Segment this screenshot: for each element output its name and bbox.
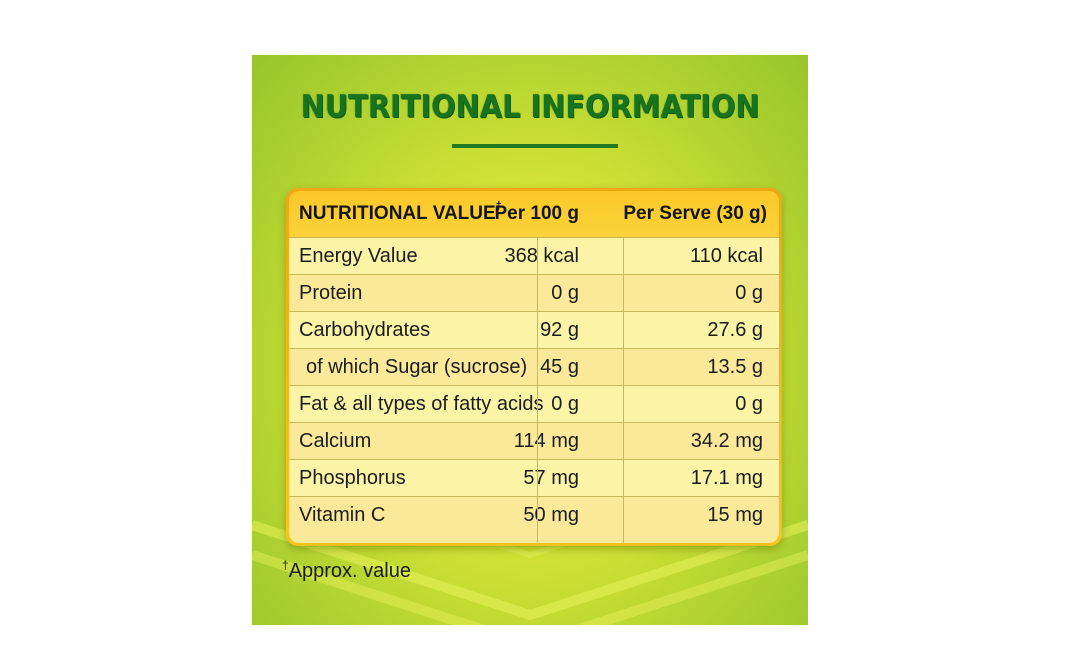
table-row-phosphorus: Phosphorus 57 mg 17.1 mg	[289, 459, 779, 496]
row-per-100g: 92 g	[540, 319, 579, 341]
row-per-serve: 13.5 g	[707, 356, 763, 378]
table-row-vitamin-c: Vitamin C 50 mg 15 mg	[289, 496, 779, 543]
row-per-serve: 15 mg	[707, 504, 763, 526]
table-row-fat: Fat & all types of fatty acids 0 g 0 g	[289, 385, 779, 422]
column-divider	[537, 237, 538, 543]
row-per-100g: 114 mg	[513, 430, 579, 452]
row-per-100g: 0 g	[551, 282, 579, 304]
title-underline	[452, 144, 618, 148]
row-per-serve: 0 g	[735, 282, 763, 304]
table-row-carbohydrates: Carbohydrates 92 g 27.6 g	[289, 311, 779, 348]
row-per-100g: 50 mg	[523, 504, 579, 526]
row-per-serve: 0 g	[735, 393, 763, 415]
dagger-mark: †	[495, 200, 502, 212]
nutrition-table-body: NUTRITIONAL VALUE† Per 100 g Per Serve (…	[289, 191, 779, 543]
row-label: of which Sugar (sucrose)	[306, 356, 528, 378]
header-per-serve: Per Serve (30 g)	[623, 203, 767, 224]
row-per-serve: 27.6 g	[707, 319, 763, 341]
header-nutritional-value: NUTRITIONAL VALUE†	[299, 200, 502, 225]
row-label: Energy Value	[299, 245, 418, 267]
row-label: Fat & all types of fatty acids	[299, 393, 544, 415]
row-per-serve: 34.2 mg	[690, 430, 763, 452]
row-label: Carbohydrates	[299, 319, 431, 341]
table-row-protein: Protein 0 g 0 g	[289, 274, 779, 311]
row-per-100g: 45 g	[540, 356, 579, 378]
page-title: NUTRITIONAL INFORMATION	[300, 89, 760, 125]
footnote-dagger-mark: †	[282, 558, 289, 572]
nutrition-table: NUTRITIONAL VALUE† Per 100 g Per Serve (…	[286, 188, 782, 546]
nutrition-panel: NUTRITIONAL INFORMATION NUTRITIONAL VALU…	[252, 55, 808, 625]
row-label: Protein	[299, 282, 363, 304]
row-per-serve: 110 kcal	[689, 245, 763, 267]
table-row-calcium: Calcium 114 mg 34.2 mg	[289, 422, 779, 459]
row-per-serve: 17.1 mg	[690, 467, 763, 489]
row-per-100g: 368 kcal	[504, 245, 580, 267]
footnote: †Approx. value	[282, 558, 411, 583]
header-per-100g: Per 100 g	[494, 203, 580, 224]
table-row-sugar: of which Sugar (sucrose) 45 g 13.5 g	[289, 348, 779, 385]
row-per-100g: 57 mg	[523, 467, 579, 489]
table-header-row: NUTRITIONAL VALUE† Per 100 g Per Serve (…	[289, 191, 779, 237]
row-per-100g: 0 g	[551, 393, 579, 415]
row-label: Calcium	[299, 430, 372, 452]
table-row-energy: Energy Value 368 kcal 110 kcal	[289, 237, 779, 274]
row-label: Phosphorus	[299, 467, 406, 489]
header-label-text: NUTRITIONAL VALUE	[299, 203, 496, 224]
row-label: Vitamin C	[299, 504, 386, 526]
column-divider	[623, 237, 624, 543]
footnote-text: Approx. value	[288, 560, 411, 582]
